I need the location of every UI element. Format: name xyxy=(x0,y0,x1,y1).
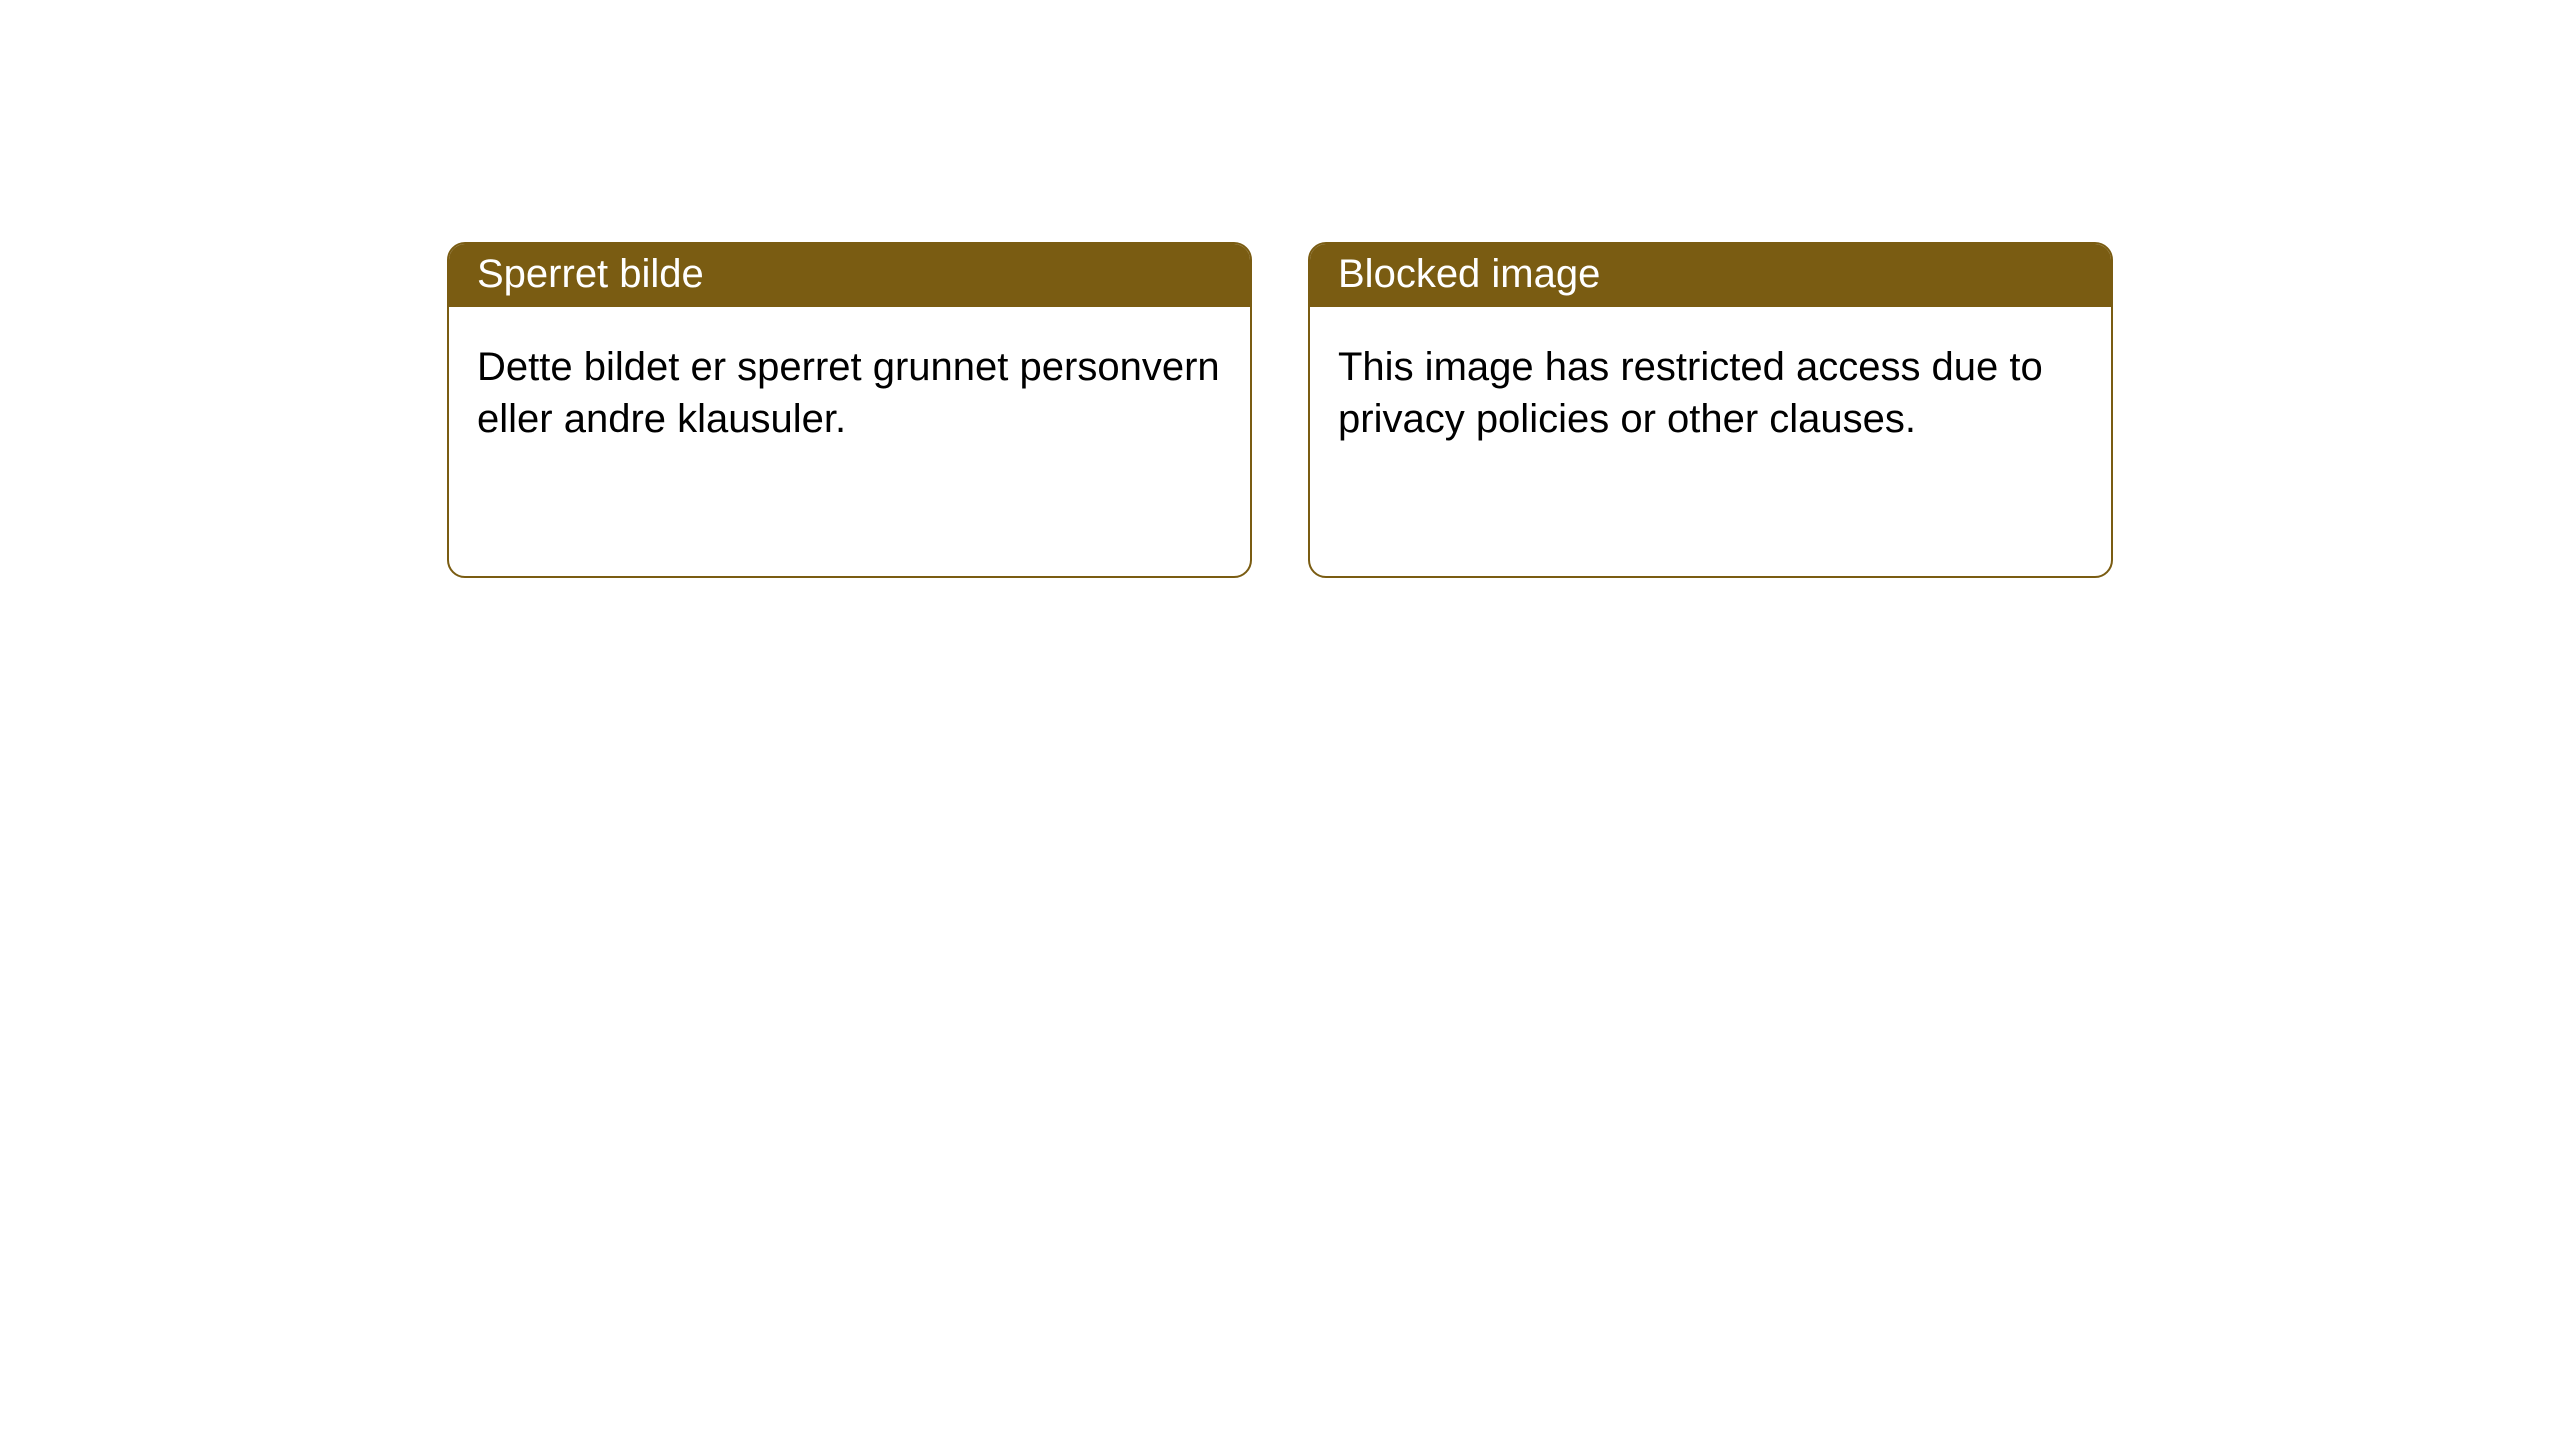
notice-title-english: Blocked image xyxy=(1310,244,2111,307)
notice-body-english: This image has restricted access due to … xyxy=(1310,307,2111,479)
notice-body-norwegian: Dette bildet er sperret grunnet personve… xyxy=(449,307,1250,479)
notice-card-norwegian: Sperret bilde Dette bildet er sperret gr… xyxy=(447,242,1252,578)
notice-card-english: Blocked image This image has restricted … xyxy=(1308,242,2113,578)
notice-container: Sperret bilde Dette bildet er sperret gr… xyxy=(447,242,2113,578)
notice-title-norwegian: Sperret bilde xyxy=(449,244,1250,307)
